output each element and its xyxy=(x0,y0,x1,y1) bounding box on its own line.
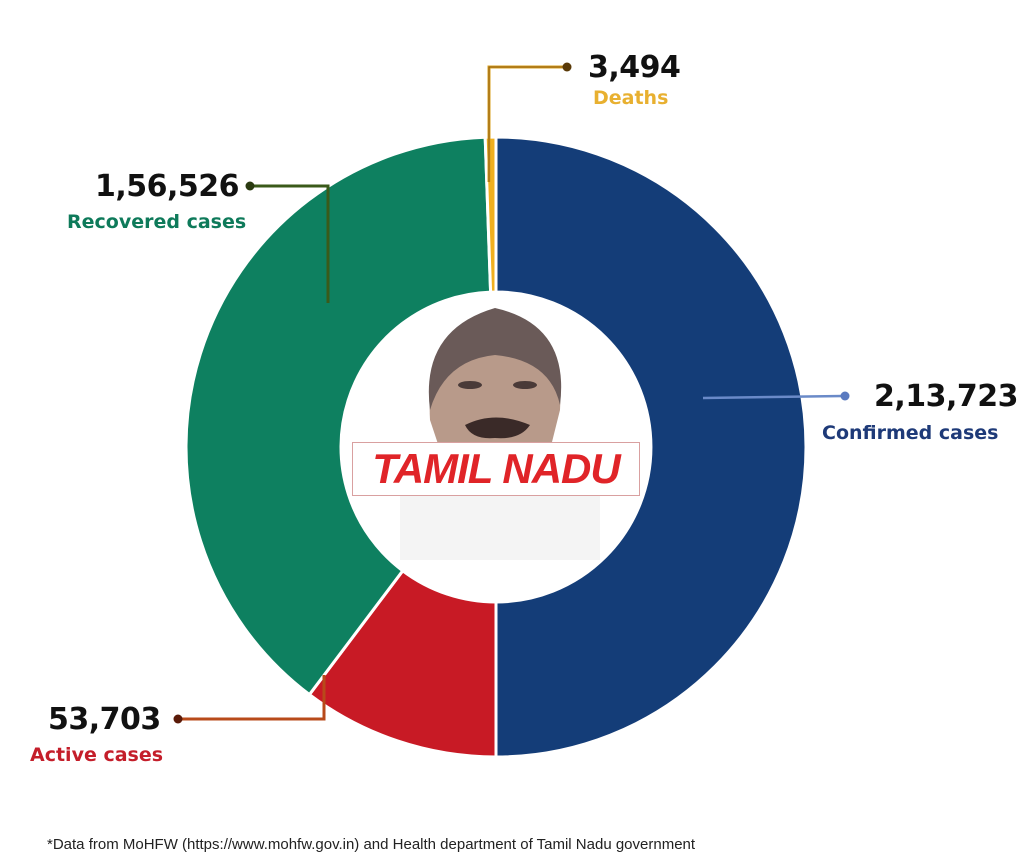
leader-line-active xyxy=(173,675,326,724)
confirmed-label: Confirmed cases xyxy=(822,422,999,444)
source-footnote: *Data from MoHFW (https://www.mohfw.gov.… xyxy=(47,836,696,853)
leader-line-recovered xyxy=(245,181,330,303)
deaths-value: 3,494 xyxy=(588,50,681,85)
deaths-label: Deaths xyxy=(593,87,669,109)
state-title: TAMIL NADU xyxy=(372,445,620,492)
recovered-label: Recovered cases xyxy=(67,211,247,233)
recovered-value: 1,56,526 xyxy=(95,169,240,204)
active-label: Active cases xyxy=(30,744,164,766)
leader-line-confirmed xyxy=(702,391,850,401)
active-value: 53,703 xyxy=(48,702,161,737)
leader-line-deaths xyxy=(487,62,572,182)
state-title-box: TAMIL NADU xyxy=(352,442,640,496)
confirmed-value: 2,13,723 xyxy=(874,379,1019,414)
portrait-image xyxy=(400,308,600,560)
